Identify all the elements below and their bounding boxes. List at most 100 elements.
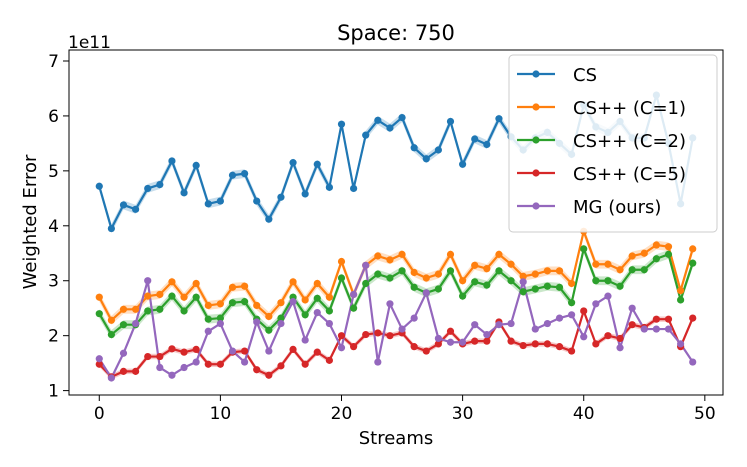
point-cs-c-1 [568, 279, 576, 288]
point-cs-c-5 [132, 367, 140, 375]
point-cs-c-2 [459, 292, 467, 300]
x-tick-label: 40 [573, 404, 595, 424]
point-cs-c-5 [337, 332, 346, 340]
point-cs [216, 197, 224, 205]
point-cs-c-5 [531, 340, 539, 348]
point-cs-c-1 [228, 283, 237, 291]
legend-marker [532, 202, 540, 210]
point-cs-c-2 [507, 277, 515, 285]
point-cs-c-5 [604, 332, 612, 340]
point-cs-c-2 [107, 330, 115, 339]
point-cs [107, 224, 115, 233]
point-cs-c-1 [422, 274, 430, 282]
point-mg-ours [228, 347, 237, 355]
point-mg-ours [664, 325, 673, 333]
point-cs-c-1 [241, 282, 249, 290]
point-cs-c-2 [192, 293, 200, 301]
legend-marker [532, 169, 540, 177]
point-cs-c-2 [652, 255, 660, 263]
point-mg-ours [204, 327, 212, 335]
point-cs [374, 116, 382, 124]
point-cs-c-1 [507, 260, 515, 268]
point-cs [495, 115, 503, 123]
point-cs-c-1 [471, 261, 479, 269]
point-cs-c-1 [168, 278, 176, 286]
point-mg-ours [677, 340, 685, 348]
point-cs-c-5 [350, 343, 358, 351]
point-cs-c-1 [95, 293, 103, 301]
point-cs-c-5 [144, 352, 152, 361]
point-cs-c-1 [132, 305, 140, 313]
point-cs [446, 117, 455, 126]
point-cs-c-1 [386, 256, 394, 264]
point-cs-c-2 [434, 285, 442, 293]
point-cs-c-2 [277, 314, 285, 322]
point-mg-ours [555, 314, 564, 322]
point-cs-c-5 [434, 340, 442, 348]
point-cs-c-1 [543, 267, 551, 275]
point-cs-c-5 [628, 321, 636, 329]
point-mg-ours [362, 261, 370, 269]
point-cs-c-5 [422, 347, 430, 355]
legend-marker [532, 136, 540, 144]
point-cs-c-2 [677, 296, 685, 304]
point-cs-c-5 [95, 360, 103, 368]
point-cs-c-5 [277, 362, 285, 370]
point-mg-ours [374, 358, 382, 366]
point-cs-c-1 [555, 267, 564, 275]
point-cs [277, 193, 285, 201]
line-cs-c-1 [98, 230, 694, 322]
point-cs-c-5 [156, 352, 164, 361]
point-cs [192, 161, 200, 169]
point-cs [410, 144, 418, 152]
point-mg-ours [253, 318, 261, 326]
legend-label: CS++ (C=5) [573, 164, 686, 185]
point-mg-ours [337, 344, 346, 352]
point-cs [386, 124, 394, 132]
x-tick-label: 0 [94, 404, 105, 424]
point-cs-c-5 [216, 360, 224, 368]
point-mg-ours [350, 290, 358, 299]
point-cs-c-5 [689, 314, 697, 322]
point-cs-c-2 [531, 285, 539, 293]
point-cs-c-2 [144, 307, 152, 315]
point-cs-c-5 [119, 367, 128, 375]
point-cs-c-2 [568, 299, 576, 307]
point-cs-c-2 [616, 282, 624, 290]
point-cs-c-5 [664, 315, 673, 323]
series-markers [95, 91, 697, 382]
point-mg-ours [628, 304, 636, 312]
point-mg-ours [483, 330, 491, 339]
y-axis-label: Weighted Error [20, 154, 41, 289]
point-cs [313, 160, 321, 168]
point-cs [228, 171, 237, 179]
point-cs-c-5 [386, 332, 394, 340]
y-tick-label: 7 [48, 52, 59, 72]
point-cs-c-2 [337, 274, 346, 282]
point-cs-c-2 [592, 277, 600, 285]
point-cs [350, 184, 358, 193]
point-cs [325, 183, 333, 191]
point-cs [289, 159, 297, 167]
point-mg-ours [95, 355, 103, 363]
point-mg-ours [531, 325, 539, 333]
legend-label: CS++ (C=1) [573, 98, 686, 119]
point-cs-c-2 [689, 259, 697, 267]
point-cs-c-1 [616, 266, 624, 274]
point-mg-ours [107, 374, 115, 382]
point-mg-ours [265, 347, 273, 355]
point-mg-ours [446, 338, 455, 346]
legend-marker [532, 70, 540, 78]
point-cs-c-1 [204, 301, 212, 310]
point-cs-c-5 [592, 340, 600, 348]
y-tick-label: 6 [48, 107, 59, 127]
point-cs [422, 155, 430, 163]
y-tick-label: 1 [48, 382, 59, 402]
point-mg-ours [386, 300, 394, 308]
band-cs [99, 90, 693, 233]
point-cs-c-2 [640, 266, 648, 274]
point-mg-ours [156, 363, 164, 372]
point-mg-ours [568, 311, 576, 319]
point-cs [180, 189, 188, 197]
